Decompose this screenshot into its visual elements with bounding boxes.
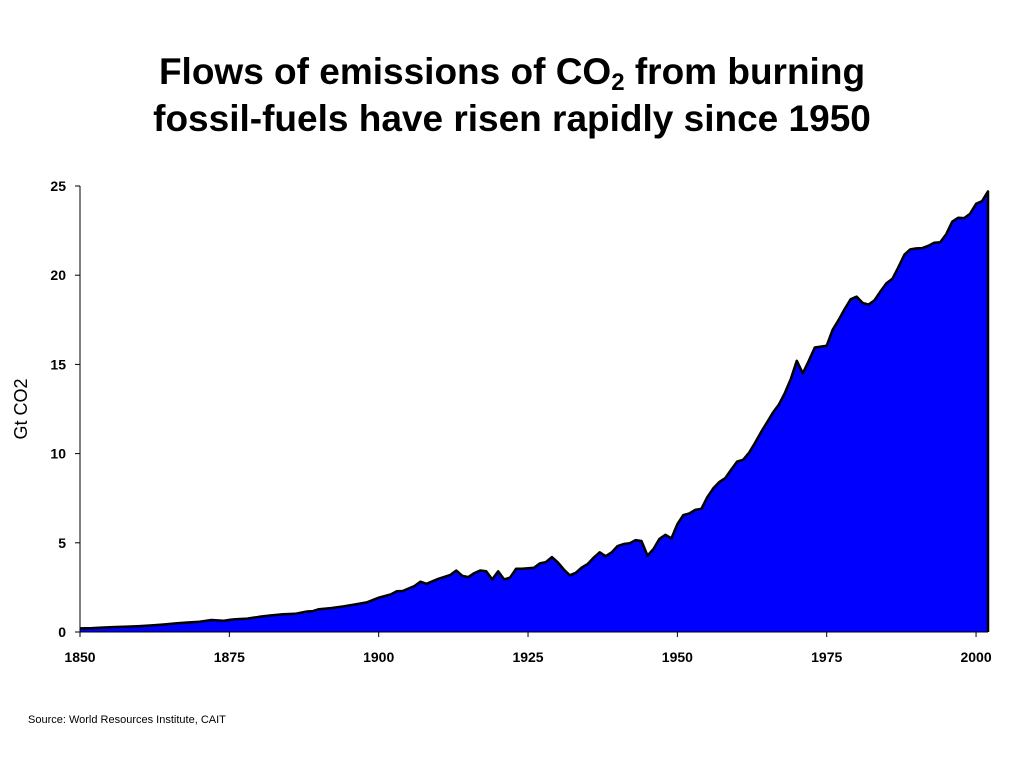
y-axis-label: Gt CO2	[11, 378, 31, 439]
emissions-area-fill	[80, 191, 988, 632]
emissions-area-outline	[79, 190, 990, 632]
chart-title-text-part-1: Flows of emissions of CO	[158, 51, 612, 92]
x-tick-label: 1850	[64, 649, 95, 665]
source-note: Source: World Resources Institute, CAIT	[28, 714, 226, 726]
chart-title-subscript: 2	[611, 69, 625, 96]
x-tick-label: 1900	[363, 649, 394, 665]
chart-title-text-part-2: from burning	[624, 51, 866, 92]
x-tick-label: 1925	[512, 649, 543, 665]
y-tick-label: 10	[50, 446, 66, 462]
chart-title-line-2: fossil-fuels have risen rapidly since 19…	[153, 98, 871, 139]
y-tick-label: 20	[50, 267, 66, 283]
x-tick-label: 1875	[214, 649, 245, 665]
chart-title-line-1: Flows of emissions of CO2 from burning	[0, 48, 1024, 95]
x-tick-label: 2000	[960, 649, 991, 665]
x-tick-label: 1975	[811, 649, 842, 665]
x-tick-label: 1950	[662, 649, 693, 665]
y-tick-label: 25	[50, 178, 66, 194]
y-tick-label: 15	[50, 356, 66, 372]
y-tick-label: 5	[58, 535, 66, 551]
chart-title: Flows of emissions of CO2 from burning f…	[0, 48, 1024, 142]
y-tick-label: 0	[58, 624, 66, 640]
